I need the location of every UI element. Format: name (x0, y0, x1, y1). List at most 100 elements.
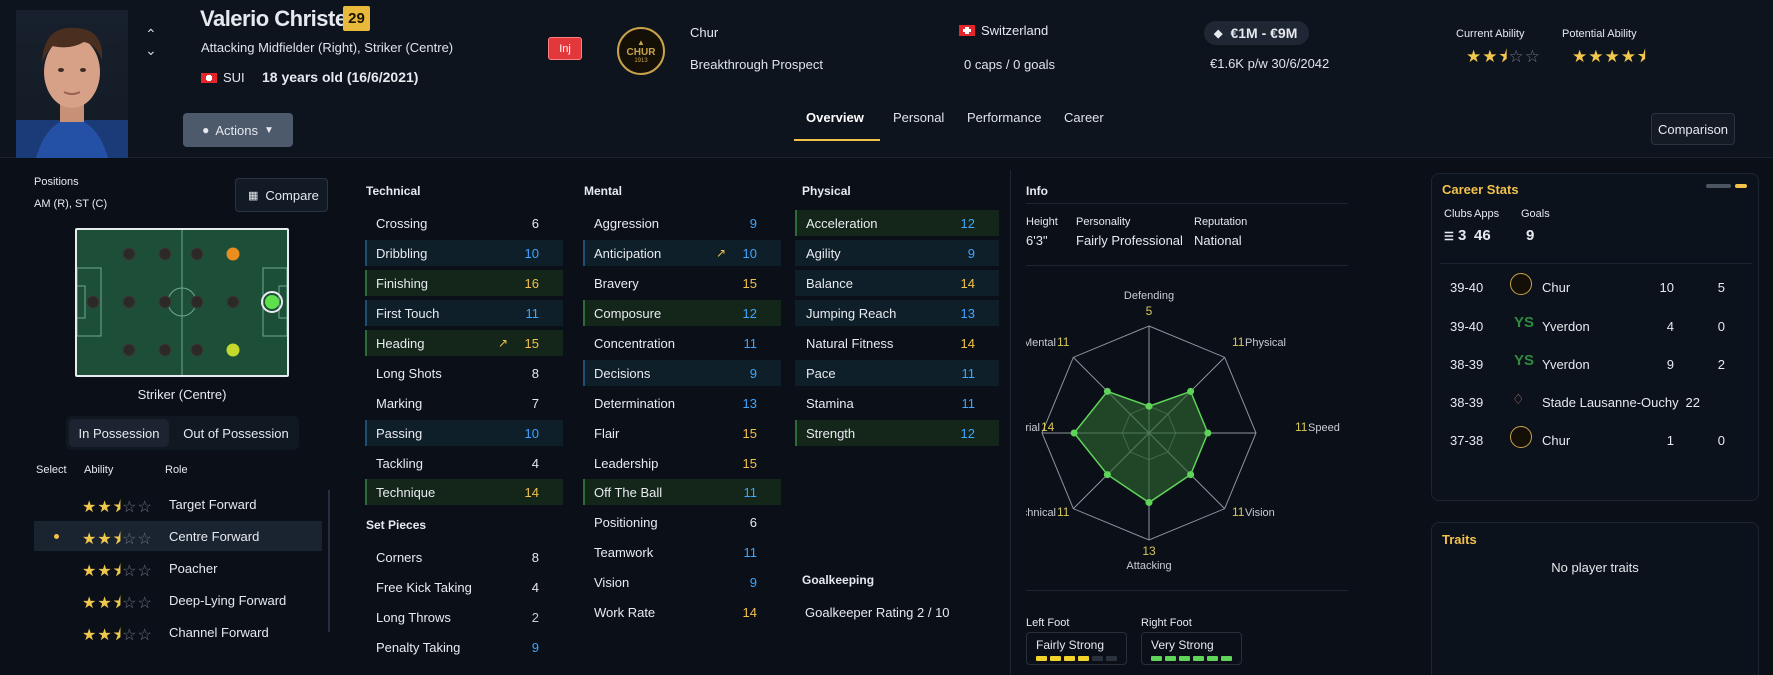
comparison-button[interactable]: Comparison (1651, 113, 1735, 145)
attr-jumping-reach[interactable]: Jumping Reach 13 (795, 300, 999, 326)
carousel-dot-1[interactable] (1706, 184, 1731, 188)
role-row[interactable]: ★★⯨☆☆ Target Forward (34, 489, 322, 519)
attr-passing[interactable]: Passing 10 (365, 420, 563, 446)
tab-overview[interactable]: Overview (806, 110, 864, 125)
in-possession-tab[interactable]: In Possession (69, 419, 169, 447)
foot-meter-segment (1050, 656, 1061, 661)
attr-teamwork[interactable]: Teamwork 11 (583, 539, 781, 565)
club-badge[interactable]: ▲ CHUR 1913 (617, 27, 665, 75)
attr-first-touch[interactable]: First Touch 11 (365, 300, 563, 326)
attr-technique[interactable]: Technique 14 (365, 479, 563, 505)
attr-composure[interactable]: Composure 12 (583, 300, 781, 326)
foot-meter-segment (1179, 656, 1190, 661)
radar-label-vision: Vision (1245, 507, 1275, 519)
career-stats-panel: Career Stats Clubs ☰ 3 Apps 46 Goals 9 (1431, 173, 1759, 501)
tab-personal[interactable]: Personal (893, 110, 945, 125)
attr-name: Agility (806, 245, 841, 261)
attr-name: Vision (594, 574, 630, 590)
goals-value: 9 (1526, 227, 1535, 244)
attr-value: 4 (531, 455, 539, 471)
attr-determination[interactable]: Determination 13 (583, 390, 781, 416)
attr-balance[interactable]: Balance 14 (795, 270, 999, 296)
attr-natural-fitness[interactable]: Natural Fitness 14 (795, 330, 999, 356)
attr-value: 12 (960, 215, 975, 231)
swiss-flag-icon (201, 73, 217, 83)
attr-flair[interactable]: Flair 15 (583, 420, 781, 446)
attr-name: Passing (376, 425, 423, 441)
possession-toggle: In Possession Out of Possession (66, 416, 299, 450)
role-row[interactable]: ★★⯨☆☆ Channel Forward (34, 617, 322, 647)
attr-name: Anticipation (594, 245, 662, 261)
attr-concentration[interactable]: Concentration 11 (583, 330, 781, 356)
attr-value: 11 (743, 335, 758, 351)
apps-label: Apps (1474, 208, 1500, 220)
person-icon: ● (202, 123, 210, 137)
carousel-dot-2[interactable] (1735, 184, 1747, 188)
attr-leadership[interactable]: Leadership 15 (583, 450, 781, 476)
current-ability-label: Current Ability (1456, 28, 1525, 40)
right-foot-box: Very Strong (1141, 632, 1242, 665)
attr-vision[interactable]: Vision 9 (583, 569, 781, 595)
attr-work-rate[interactable]: Work Rate 14 (583, 599, 781, 625)
radar-label-mental: Mental (1026, 337, 1056, 349)
attr-anticipation[interactable]: Anticipation ↗ 10 (583, 240, 781, 266)
attr-name: Strength (806, 425, 856, 441)
left-foot-meter (1036, 656, 1117, 661)
attr-decisions[interactable]: Decisions 9 (583, 360, 781, 386)
career-row[interactable]: 39-40 YS Yverdon 4 0 (1450, 312, 1750, 342)
attr-bravery[interactable]: Bravery 15 (583, 270, 781, 296)
attr-free-kick-taking[interactable]: Free Kick Taking 4 (365, 574, 563, 600)
attr-crossing[interactable]: Crossing 6 (365, 210, 563, 236)
club-badge-text: CHUR (626, 47, 656, 58)
attr-heading[interactable]: Heading ↗ 15 (365, 330, 563, 356)
attr-strength[interactable]: Strength 12 (795, 420, 999, 446)
attr-marking[interactable]: Marking 7 (365, 390, 563, 416)
out-of-possession-tab[interactable]: Out of Possession (183, 425, 289, 441)
attr-stamina[interactable]: Stamina 11 (795, 390, 999, 416)
attr-penalty-taking[interactable]: Penalty Taking 9 (365, 634, 563, 660)
roles-scrollbar[interactable] (328, 490, 330, 632)
attr-name: Pace (806, 365, 836, 381)
next-player-arrow[interactable]: ⌄ (145, 42, 157, 58)
career-apps: 10 (1659, 280, 1674, 295)
attr-tackling[interactable]: Tackling 4 (365, 450, 563, 476)
attr-dribbling[interactable]: Dribbling 10 (365, 240, 563, 266)
career-row[interactable]: 38-39 YS Yverdon 9 2 (1450, 350, 1750, 380)
role-row[interactable]: ★★⯨☆☆ Deep-Lying Forward (34, 585, 322, 615)
role-stars: ★★⯨☆☆ (82, 531, 153, 548)
career-row[interactable]: 37-38 Chur 1 0 (1450, 426, 1750, 456)
attr-pace[interactable]: Pace 11 (795, 360, 999, 386)
attr-long-throws[interactable]: Long Throws 2 (365, 604, 563, 630)
attr-long-shots[interactable]: Long Shots 8 (365, 360, 563, 386)
reputation-label: Reputation (1194, 216, 1248, 228)
attr-agility[interactable]: Agility 9 (795, 240, 999, 266)
attr-name: Penalty Taking (376, 639, 461, 655)
actions-button[interactable]: ● Actions ▼ (183, 113, 293, 147)
tab-performance[interactable]: Performance (967, 110, 1042, 125)
tab-career[interactable]: Career (1064, 110, 1104, 125)
career-row[interactable]: 39-40 Chur 10 5 (1450, 273, 1750, 303)
previous-player-arrow[interactable]: ⌃ (145, 26, 157, 42)
club-name[interactable]: Chur (690, 25, 719, 40)
radar-value-defending: 5 (1146, 304, 1153, 318)
role-row-selected[interactable]: ★★⯨☆☆ Centre Forward (34, 521, 322, 551)
radar-label-attacking: Attacking (1126, 560, 1171, 572)
transfer-value-pill[interactable]: ◆ €1M - €9M (1204, 21, 1310, 45)
nationality[interactable]: Switzerland (981, 23, 1049, 38)
attr-name: Crossing (376, 215, 428, 231)
info-rule (1026, 203, 1348, 204)
role-row[interactable]: ★★⯨☆☆ Poacher (34, 553, 322, 583)
attr-corners[interactable]: Corners 8 (365, 544, 563, 570)
attr-off-the-ball[interactable]: Off The Ball 11 (583, 479, 781, 505)
attr-value: 13 (742, 395, 757, 411)
attr-name: Acceleration (806, 215, 878, 231)
attr-acceleration[interactable]: Acceleration 12 (795, 210, 999, 236)
attr-aggression[interactable]: Aggression 9 (583, 210, 781, 236)
career-row[interactable]: 38-39 ♢ Stade Lausanne-Ouchy 22 (1450, 388, 1750, 418)
injury-badge[interactable]: Inj (548, 37, 582, 60)
compare-button[interactable]: ▦ Compare (235, 178, 328, 212)
attr-name: Stamina (806, 395, 854, 411)
attr-finishing[interactable]: Finishing 16 (365, 270, 563, 296)
attr-positioning[interactable]: Positioning 6 (583, 509, 781, 535)
